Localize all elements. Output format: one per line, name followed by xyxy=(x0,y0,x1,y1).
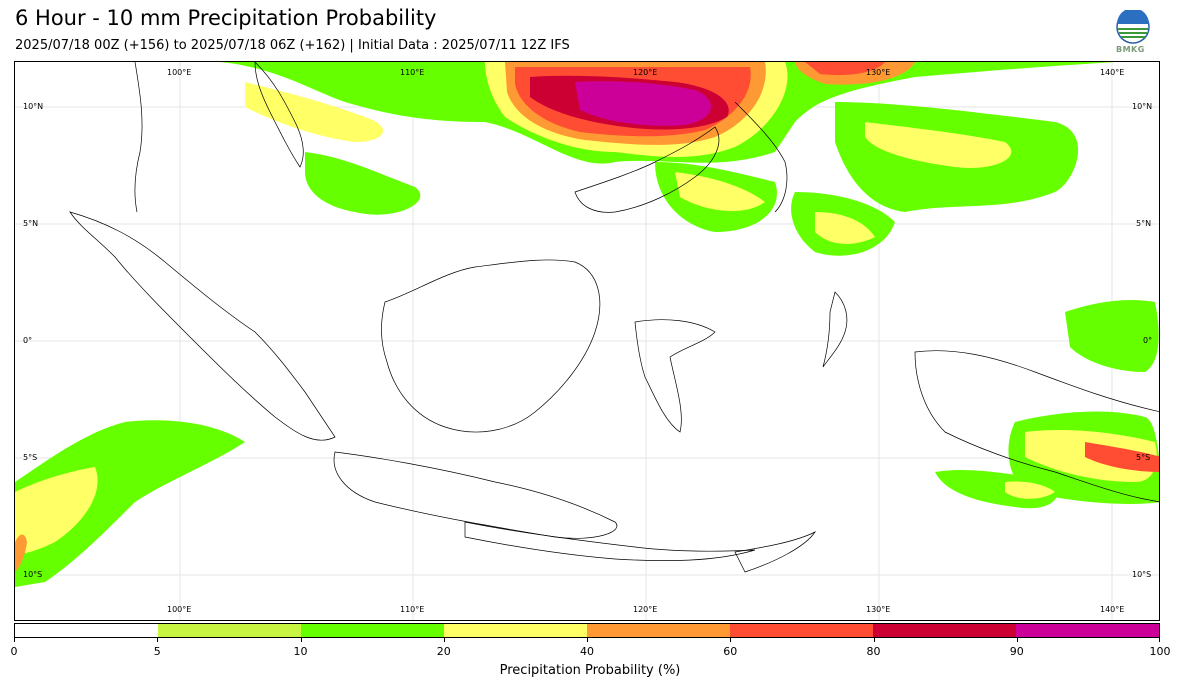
lat-label-left-3: 5°S xyxy=(23,453,38,462)
colorbar-tick-label: 5 xyxy=(153,645,161,658)
colorbar-tick-label: 0 xyxy=(10,645,18,658)
colorbar-tick-mark xyxy=(873,638,875,642)
lon-label-top-1: 110°E xyxy=(400,68,425,77)
precip-field-southwest xyxy=(15,420,245,587)
colorbar-tick-label: 20 xyxy=(436,645,451,658)
lat-label-right-0: 10°N xyxy=(1132,102,1153,111)
lon-label-bottom-1: 110°E xyxy=(400,605,425,614)
lon-label-bottom-4: 140°E xyxy=(1100,605,1125,614)
colorbar-tick-mark xyxy=(300,638,302,642)
lon-label-top-3: 130°E xyxy=(866,68,891,77)
colorbar-tick-label: 60 xyxy=(723,645,738,658)
lat-label-left-2: 0° xyxy=(23,336,33,345)
colorbar-tick-mark xyxy=(157,638,159,642)
colorbar-tick-label: 40 xyxy=(580,645,594,658)
bmkg-logo-icon xyxy=(1116,10,1150,44)
lon-label-top-2: 120°E xyxy=(633,68,658,77)
lat-label-right-3: 5°S xyxy=(1136,453,1151,462)
colorbar-segment-4 xyxy=(587,624,730,637)
colorbar-tick-mark xyxy=(1016,638,1018,642)
lon-label-bottom-2: 120°E xyxy=(633,605,658,614)
colorbar-segment-3 xyxy=(444,624,587,637)
colorbar xyxy=(14,623,1160,638)
colorbar-segment-0 xyxy=(15,624,158,637)
bmkg-logo-text: BMKG xyxy=(1116,45,1145,54)
colorbar-segment-1 xyxy=(158,624,301,637)
colorbar-tick-label: 10 xyxy=(293,645,308,658)
colorbar-tick-label: 80 xyxy=(866,645,881,658)
lat-label-left-0: 10°N xyxy=(23,102,44,111)
colorbar-tick-mark xyxy=(443,638,445,642)
colorbar-segment-5 xyxy=(730,624,873,637)
colorbar-tick-mark xyxy=(730,638,732,642)
colorbar-segment-6 xyxy=(873,624,1016,637)
lon-label-bottom-0: 100°E xyxy=(167,605,192,614)
colorbar-tick-mark xyxy=(1159,638,1160,642)
colorbar-tick-mark xyxy=(587,638,588,642)
lat-label-right-2: 0° xyxy=(1143,336,1153,345)
colorbar-title: Precipitation Probability (%) xyxy=(499,663,681,678)
precip-field-north xyxy=(220,62,1115,256)
precipitation-map: 100°E 110°E 120°E 130°E 140°E 100°E 110°… xyxy=(14,61,1160,621)
colorbar-tick-label: 90 xyxy=(1009,645,1024,658)
page-title: 6 Hour - 10 mm Precipitation Probability xyxy=(15,6,437,30)
lat-label-right-1: 5°N xyxy=(1136,219,1152,228)
lat-label-left-1: 5°N xyxy=(23,219,39,228)
coastlines xyxy=(69,62,1159,573)
lat-label-right-4: 10°S xyxy=(1132,570,1152,579)
map-canvas xyxy=(15,62,1159,620)
lon-label-bottom-3: 130°E xyxy=(866,605,891,614)
colorbar-segment-7 xyxy=(1016,624,1159,637)
lat-label-left-4: 10°S xyxy=(23,570,43,579)
colorbar-tick-label: 100 xyxy=(1149,645,1171,658)
lon-label-top-0: 100°E xyxy=(167,68,192,77)
precip-field-east xyxy=(935,300,1159,509)
colorbar-tick-mark xyxy=(14,638,15,642)
forecast-subtitle: 2025/07/18 00Z (+156) to 2025/07/18 06Z … xyxy=(15,38,570,53)
colorbar-segment-2 xyxy=(301,624,444,637)
lon-label-top-4: 140°E xyxy=(1100,68,1125,77)
